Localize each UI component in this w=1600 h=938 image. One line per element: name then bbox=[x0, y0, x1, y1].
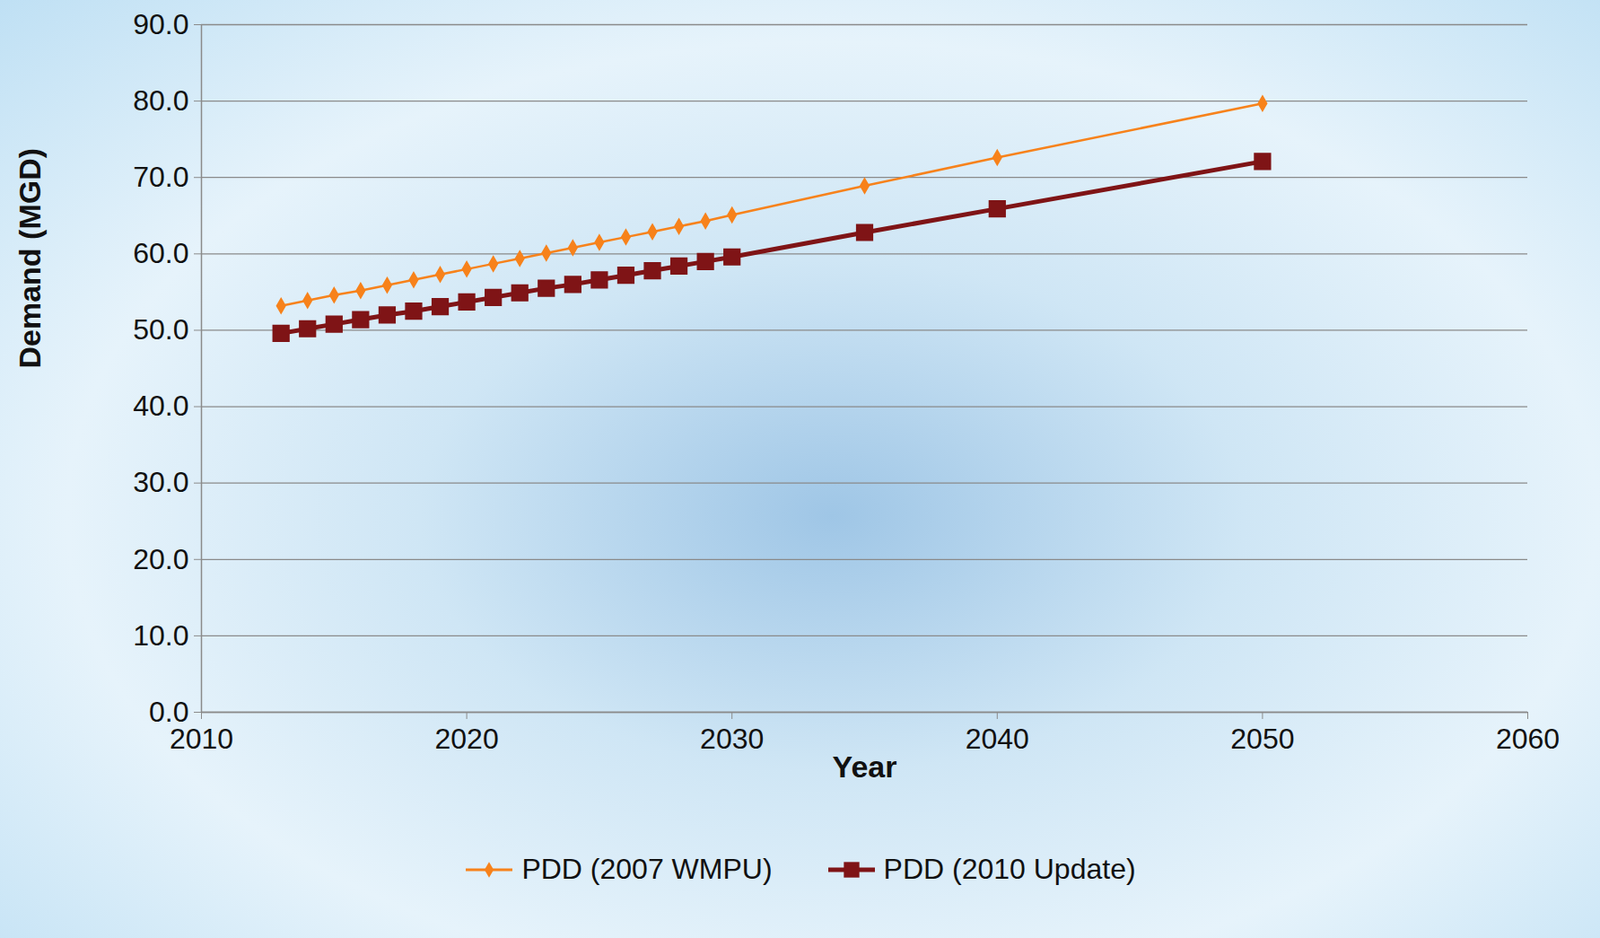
svg-text:2060: 2060 bbox=[1495, 722, 1560, 755]
svg-text:2050: 2050 bbox=[1230, 722, 1294, 755]
html-text:PDD (2007 WMPU): PDD (2007 WMPU) bbox=[521, 852, 773, 885]
svg-text:10.0: 10.0 bbox=[132, 619, 189, 652]
svg-text:90.0: 90.0 bbox=[132, 8, 189, 41]
svg-text:2010: 2010 bbox=[169, 722, 234, 755]
svg-text:Year: Year bbox=[832, 749, 898, 784]
svg-text:40.0: 40.0 bbox=[132, 389, 189, 422]
svg-text:30.0: 30.0 bbox=[132, 465, 189, 499]
svg-text:80.0: 80.0 bbox=[132, 84, 189, 117]
svg-text:20.0: 20.0 bbox=[132, 542, 189, 576]
svg-text:70.0: 70.0 bbox=[132, 160, 189, 193]
svg-text:50.0: 50.0 bbox=[132, 313, 189, 346]
svg-text:60.0: 60.0 bbox=[132, 236, 189, 270]
svg-text:0.0: 0.0 bbox=[148, 695, 189, 728]
svg-text:2040: 2040 bbox=[965, 722, 1030, 755]
html-text:PDD (2010 Update): PDD (2010 Update) bbox=[883, 852, 1136, 885]
svg-text:2020: 2020 bbox=[435, 722, 499, 755]
svg-text:2030: 2030 bbox=[699, 722, 764, 755]
svg-text:Demand (MGD): Demand (MGD) bbox=[12, 148, 47, 369]
